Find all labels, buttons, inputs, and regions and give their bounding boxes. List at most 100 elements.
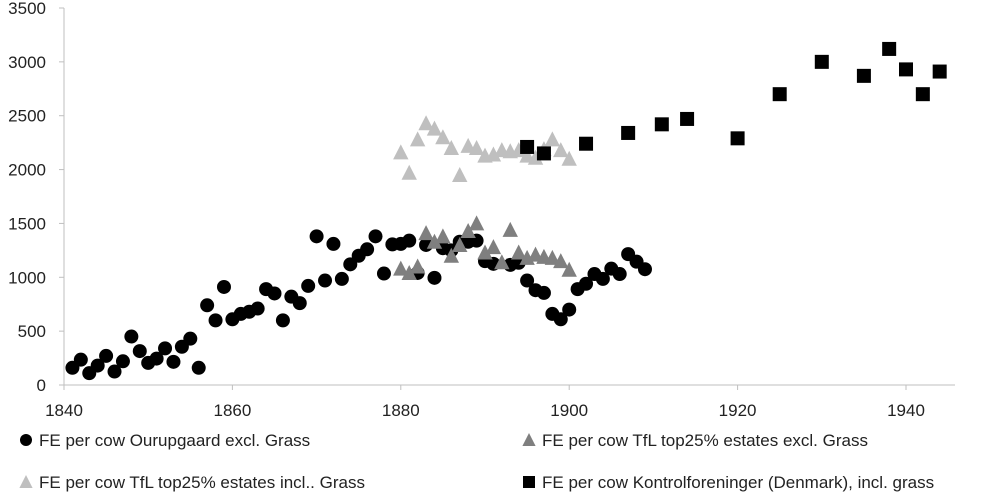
data-point — [360, 242, 375, 257]
data-point — [216, 279, 231, 294]
plot-area — [65, 41, 947, 381]
data-point — [654, 117, 669, 132]
data-point — [183, 331, 198, 346]
data-point — [124, 329, 139, 344]
data-point — [899, 62, 913, 77]
y-tick-label: 2000 — [8, 161, 46, 180]
data-point — [426, 120, 443, 136]
data-point — [409, 131, 426, 147]
data-point — [544, 131, 561, 147]
y-tick-label: 500 — [18, 322, 46, 341]
data-point — [772, 87, 787, 102]
y-tick-label: 1000 — [8, 268, 46, 287]
data-point — [132, 344, 147, 359]
axes: 0 500 1000 1500 2000 2500 3000 3500 1840 1860 1880… — [8, 0, 955, 420]
data-point — [418, 115, 434, 131]
data-point — [477, 244, 493, 260]
data-point — [191, 360, 206, 375]
data-point — [561, 150, 577, 166]
data-point — [158, 341, 173, 356]
data-point — [326, 236, 341, 251]
data-point — [510, 244, 527, 260]
legend-marker — [19, 475, 33, 488]
legend-entry-1: FE per cow Ourupgaard excl. Grass — [20, 431, 310, 450]
data-point — [318, 273, 333, 288]
x-tick-label: 1880 — [382, 401, 420, 420]
legend-marker — [20, 434, 32, 446]
legend-label: FE per cow Kontrolforeninger (Denmark), … — [542, 473, 934, 492]
data-point — [452, 166, 468, 182]
data-point — [166, 354, 181, 369]
x-tick-label: 1920 — [719, 401, 757, 420]
data-point — [485, 146, 502, 162]
data-point — [502, 221, 518, 237]
data-point — [401, 264, 417, 280]
data-point — [882, 41, 897, 56]
data-point — [90, 358, 105, 373]
x-tick-label: 1840 — [45, 401, 83, 420]
x-tick-label: 1900 — [550, 401, 588, 420]
data-point — [536, 285, 551, 300]
data-point — [553, 253, 569, 269]
data-point — [115, 354, 130, 369]
data-point — [494, 254, 510, 270]
data-point — [814, 54, 829, 69]
data-point — [402, 233, 417, 248]
data-point — [418, 225, 434, 241]
legend: FE per cow Ourupgaard excl. Grass FE per … — [19, 431, 934, 492]
data-point — [553, 312, 568, 327]
data-point — [520, 273, 535, 288]
legend-label: FE per cow TfL top25% estates incl.. Gra… — [39, 473, 365, 492]
series-4 — [520, 41, 947, 161]
data-point — [292, 296, 307, 311]
data-point — [460, 222, 476, 238]
series-2 — [393, 215, 577, 280]
y-tick-label: 2500 — [8, 107, 46, 126]
data-point — [107, 364, 122, 379]
data-point — [595, 271, 610, 286]
data-point — [334, 271, 349, 286]
y-tick-label: 3000 — [8, 53, 46, 72]
data-point — [393, 260, 409, 276]
data-point — [730, 131, 745, 146]
data-point — [579, 276, 594, 291]
legend-marker — [523, 476, 535, 488]
data-point — [443, 140, 460, 156]
data-point — [932, 64, 947, 79]
data-point — [275, 313, 290, 328]
data-point — [562, 302, 577, 317]
data-point — [427, 270, 442, 285]
data-point — [309, 229, 324, 244]
legend-entry-2: FE per cow TfL top25% estates excl. Gras… — [522, 431, 868, 450]
x-tick-label: 1940 — [887, 401, 925, 420]
data-point — [376, 266, 391, 281]
data-point — [680, 111, 695, 126]
data-point — [73, 352, 88, 367]
data-point — [527, 149, 544, 165]
data-point — [468, 140, 485, 156]
data-point — [637, 262, 652, 277]
series-3 — [393, 115, 577, 182]
legend-label: FE per cow Ourupgaard excl. Grass — [39, 431, 310, 450]
data-point — [452, 236, 468, 252]
data-point — [579, 136, 594, 151]
data-point — [468, 215, 485, 231]
data-point — [435, 129, 451, 145]
y-tick-label: 0 — [37, 376, 46, 395]
data-point — [200, 298, 215, 313]
data-point — [544, 249, 561, 265]
data-point — [621, 125, 636, 140]
data-point — [520, 139, 535, 154]
series-1 — [65, 229, 652, 381]
y-tick-label: 3500 — [8, 0, 46, 18]
x-tick-label: 1860 — [213, 401, 251, 420]
data-point — [149, 351, 164, 366]
data-point — [612, 267, 627, 282]
data-point — [267, 286, 282, 301]
data-point — [250, 301, 265, 316]
data-point — [409, 258, 426, 274]
data-point — [443, 247, 460, 263]
data-point — [915, 87, 930, 102]
legend-marker — [522, 433, 536, 446]
